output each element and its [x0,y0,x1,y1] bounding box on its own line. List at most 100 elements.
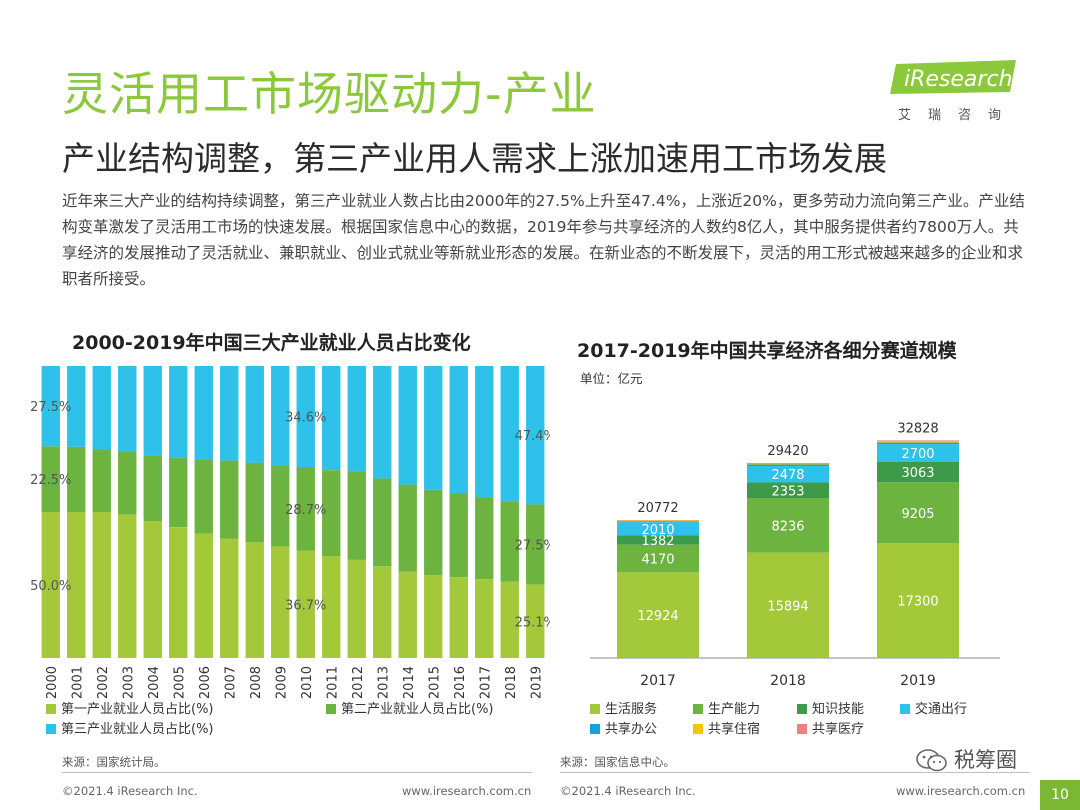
x-tick-2012: 2012 [351,666,366,699]
bar-primary-2001 [67,512,86,658]
legend-label-production: 生产能力 [708,702,761,717]
legend-item-tertiary: 第三产业就业人员占比(%) [46,718,214,737]
wechat-icon [916,749,947,772]
legend-item-production: 生产能力 [693,698,760,717]
data-label-生活服务-2018: 15894 [767,599,808,614]
x-tick-2004: 2004 [147,666,162,699]
data-label-生活服务-2019: 17300 [897,595,938,610]
bar-secondary-2014 [398,484,417,572]
legend-label-housing: 共享住宿 [708,722,761,737]
data-label-first-2000: 50.0% [30,579,71,594]
x-tick-2006: 2006 [198,666,213,699]
bar-tertiary-2001 [67,366,86,447]
bar-生活服务-2017 [617,572,699,658]
total-label-2019: 32828 [897,421,938,436]
x-tick-2015: 2015 [427,666,442,699]
right-chart-title: 2017-2019年中国共享经济各细分赛道规模 [577,340,957,362]
bar-tertiary-2011 [322,366,341,471]
bar-交通出行-2017 [617,522,699,536]
x-tick-2017: 2017 [478,666,493,699]
legend-label-secondary: 第二产业就业人员占比(%) [341,702,494,717]
legend-swatch-transport [900,703,910,714]
bar-tertiary-2012 [347,366,366,472]
x-tick-2019: 2019 [529,666,544,699]
total-label-2018: 29420 [767,444,808,459]
bar-知识技能-2019 [877,462,959,483]
bar-secondary-2004 [143,455,162,522]
legend-label-primary: 第一产业就业人员占比(%) [61,702,214,717]
legend-label-office: 共享办公 [605,722,658,737]
legend-swatch-primary [46,703,56,714]
bar-secondary-2005 [169,457,188,528]
bar-tertiary-2007 [220,366,239,461]
bar-生产能力-2018 [747,498,829,553]
left-website-link[interactable]: www.iresearch.com.cn [402,784,532,798]
bar-共享医疗-2019 [877,440,959,442]
right-legend: 生活服务 生产能力 知识技能 交通出行 共享办公 共享住宿 共享医疗 [590,698,1030,738]
bar-secondary-2012 [347,471,366,560]
bar-secondary-2017 [475,497,494,580]
page-subtitle: 产业结构调整，第三产业用人需求上涨加速用工市场发展 [62,139,887,178]
left-copyright: ©2021.4 iResearch Inc. [62,784,198,798]
right-chart-unit: 单位：亿元 [580,371,643,386]
wechat-watermark: 税筹圈 [916,744,1017,774]
right-website-link[interactable]: www.iresearch.com.cn [896,784,1026,798]
left-chart-title: 2000-2019年中国三大产业就业人员占比变化 [72,332,471,354]
bar-tertiary-2015 [424,366,443,490]
bar-tertiary-2004 [143,366,162,456]
x-tick-2003: 2003 [121,666,136,699]
bar-共享住宿-2019 [877,441,959,443]
legend-item-life-services: 生活服务 [590,698,657,717]
bar-primary-2016 [449,577,468,658]
legend-item-housing: 共享住宿 [693,718,760,737]
bar-交通出行-2019 [877,444,959,463]
left-legend: 第一产业就业人员占比(%) 第二产业就业人员占比(%) 第三产业就业人员占比(%… [46,698,546,738]
x-tick-2000: 2000 [45,666,60,699]
bar-secondary-2011 [322,470,341,557]
data-label-third-2000: 27.5% [30,400,71,415]
page-number: 10 [1040,780,1080,810]
bar-primary-2003 [118,514,137,658]
data-label-知识技能-2017: 1382 [641,534,674,549]
bar-tertiary-2010 [296,366,315,468]
data-label-生产能力-2017: 4170 [641,553,674,568]
page-title: 灵活用工市场驱动力-产业 [62,67,597,121]
x-tick-2009: 2009 [274,666,289,699]
bar-tertiary-2003 [118,366,137,452]
bar-secondary-2002 [92,449,111,512]
x-tick-2008: 2008 [249,666,264,699]
x-tick-2014: 2014 [402,666,417,699]
x-tick-2007: 2007 [223,666,238,699]
bar-tertiary-2019 [526,366,545,505]
left-source: 来源：国家统计局。 [62,755,166,769]
bar-secondary-2018 [500,501,519,582]
bar-tertiary-2009 [271,366,290,466]
bar-primary-2006 [194,533,213,658]
bar-primary-2019 [526,584,545,658]
data-label-知识技能-2019: 3063 [901,466,934,481]
left-chart: 2000 2001 2002 2003 2004 2005 2006 2007 2008 2009… [30,366,550,699]
bar-tertiary-2017 [475,366,494,498]
x-tick-2011: 2011 [325,666,340,699]
legend-swatch-medical [797,723,807,734]
legend-swatch-life-services [590,703,600,714]
legend-swatch-housing [693,723,703,734]
bar-primary-2008 [245,542,264,658]
right-copyright: ©2021.4 iResearch Inc. [560,784,696,798]
data-label-first-2010: 36.7% [285,598,326,613]
bar-primary-2011 [322,556,341,658]
bar-共享住宿-2017 [617,520,699,522]
bar-primary-2002 [92,512,111,658]
iresearch-logo-icon: iResearch [890,60,1016,94]
x-tick-2002: 2002 [96,666,111,699]
bar-secondary-2000 [41,446,60,512]
x-tick-2018: 2018 [504,666,519,699]
bar-secondary-2006 [194,460,213,534]
bar-secondary-2010 [296,467,315,551]
legend-swatch-knowledge [797,703,807,714]
legend-swatch-secondary [326,703,336,714]
bar-tertiary-2000 [41,366,60,447]
data-label-third-2010: 34.6% [285,411,326,426]
logo-subtitle: 艾瑞咨询 [898,108,1019,123]
bar-知识技能-2017 [617,535,699,545]
